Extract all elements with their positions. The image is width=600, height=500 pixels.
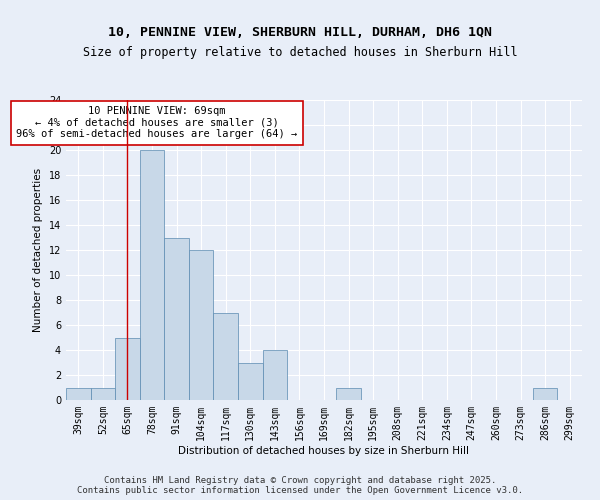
Bar bbox=[164, 238, 189, 400]
Bar bbox=[238, 362, 263, 400]
Text: Contains HM Land Registry data © Crown copyright and database right 2025.
Contai: Contains HM Land Registry data © Crown c… bbox=[77, 476, 523, 495]
Bar bbox=[115, 338, 140, 400]
Bar bbox=[140, 150, 164, 400]
Y-axis label: Number of detached properties: Number of detached properties bbox=[33, 168, 43, 332]
Bar bbox=[533, 388, 557, 400]
Bar bbox=[66, 388, 91, 400]
Bar bbox=[336, 388, 361, 400]
Text: Size of property relative to detached houses in Sherburn Hill: Size of property relative to detached ho… bbox=[83, 46, 517, 59]
Bar bbox=[214, 312, 238, 400]
Bar bbox=[91, 388, 115, 400]
Text: 10 PENNINE VIEW: 69sqm
← 4% of detached houses are smaller (3)
96% of semi-detac: 10 PENNINE VIEW: 69sqm ← 4% of detached … bbox=[16, 106, 298, 140]
Bar bbox=[263, 350, 287, 400]
Text: 10, PENNINE VIEW, SHERBURN HILL, DURHAM, DH6 1QN: 10, PENNINE VIEW, SHERBURN HILL, DURHAM,… bbox=[108, 26, 492, 39]
Bar bbox=[189, 250, 214, 400]
X-axis label: Distribution of detached houses by size in Sherburn Hill: Distribution of detached houses by size … bbox=[179, 446, 470, 456]
